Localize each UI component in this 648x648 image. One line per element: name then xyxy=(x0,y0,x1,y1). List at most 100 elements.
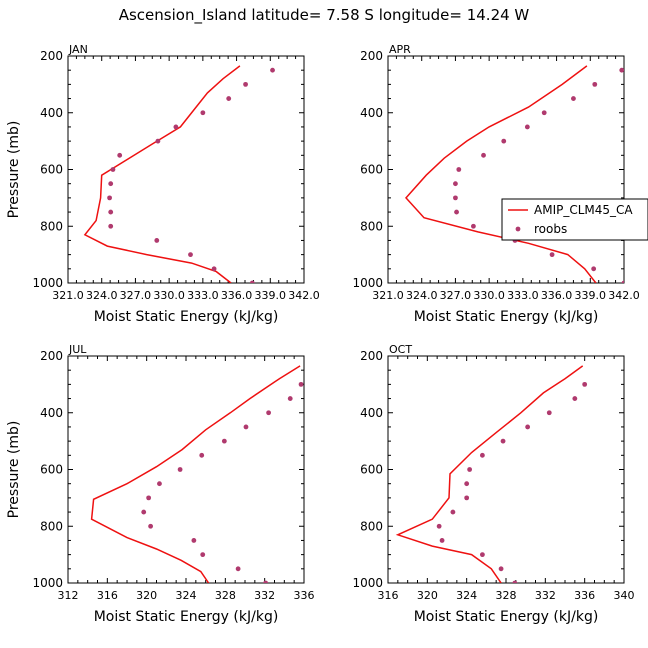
panel-label: APR xyxy=(389,43,411,56)
y-tick-label: 200 xyxy=(40,349,63,363)
obs-point xyxy=(582,381,588,387)
obs-point xyxy=(480,452,485,458)
model-profile-line xyxy=(395,365,584,583)
plot-data xyxy=(395,365,588,583)
x-tick-label: 339.0 xyxy=(575,289,607,302)
obs-point xyxy=(572,396,578,401)
legend-model-label: AMIP_CLM45_CA xyxy=(534,203,633,217)
obs-point xyxy=(108,209,114,215)
obs-point xyxy=(571,96,576,101)
x-tick-label: 327.0 xyxy=(120,289,152,302)
obs-point xyxy=(498,566,504,572)
x-tick-label: 336.0 xyxy=(541,289,573,302)
legend-box xyxy=(501,198,648,241)
obs-point xyxy=(157,481,162,487)
plot-frame xyxy=(387,355,625,584)
x-tick-label: 333.0 xyxy=(187,289,219,302)
obs-point xyxy=(173,124,179,130)
x-axis-title: Moist Static Energy (kJ/kg) xyxy=(414,609,599,625)
y-tick-label: 800 xyxy=(40,519,63,533)
model-profile-line xyxy=(404,65,597,283)
obs-point xyxy=(501,138,507,144)
obs-point xyxy=(263,580,269,583)
obs-point xyxy=(453,181,458,187)
panel-label: OCT xyxy=(389,343,412,356)
x-tick-label: 324 xyxy=(456,589,477,602)
x-tick-label: 324.0 xyxy=(406,289,438,302)
x-tick-label: 320 xyxy=(136,589,157,602)
obs-point xyxy=(467,467,473,472)
legend-marker-swatch xyxy=(515,226,521,232)
x-tick-label: 324 xyxy=(176,589,197,602)
plot-frame xyxy=(67,55,305,284)
x-tick-label: 328 xyxy=(496,589,517,602)
obs-point xyxy=(108,181,114,187)
x-tick-label: 333.0 xyxy=(507,289,539,302)
y-tick-label: 600 xyxy=(360,463,383,477)
x-tick-label: 324.0 xyxy=(86,289,118,302)
obs-point xyxy=(199,452,205,458)
x-tick-label: 330.0 xyxy=(153,289,185,302)
model-profile-line xyxy=(90,365,301,583)
y-tick-label: 1000 xyxy=(352,576,383,590)
y-tick-label: 400 xyxy=(360,406,383,420)
panel-label: JUL xyxy=(68,343,87,356)
x-tick-label: 330.0 xyxy=(473,289,505,302)
obs-point xyxy=(480,552,485,558)
obs-point xyxy=(148,523,154,529)
obs-point xyxy=(453,195,458,201)
x-tick-label: 342.0 xyxy=(608,289,640,302)
plot-data xyxy=(404,65,624,283)
x-axis-title: Moist Static Energy (kJ/kg) xyxy=(94,609,279,625)
obs-point xyxy=(298,381,304,387)
obs-point xyxy=(524,124,530,130)
plot-data xyxy=(90,365,304,583)
obs-point xyxy=(146,495,152,501)
obs-point xyxy=(436,523,442,529)
y-tick-label: 600 xyxy=(40,163,63,177)
obs-point xyxy=(287,396,293,401)
obs-point xyxy=(221,438,227,444)
plot-frame xyxy=(387,55,625,284)
obs-point xyxy=(191,538,197,543)
y-tick-label: 800 xyxy=(360,219,383,233)
y-tick-label: 1000 xyxy=(32,576,63,590)
obs-point xyxy=(270,67,275,73)
y-tick-label: 400 xyxy=(40,106,63,120)
y-tick-label: 200 xyxy=(360,49,383,63)
obs-point xyxy=(110,167,116,172)
y-tick-label: 1000 xyxy=(352,276,383,290)
obs-point xyxy=(266,410,271,416)
obs-point xyxy=(200,110,206,116)
x-axis-title: Moist Static Energy (kJ/kg) xyxy=(414,309,599,325)
model-profile-line xyxy=(83,65,241,283)
x-tick-label: 336.0 xyxy=(221,289,253,302)
figure-title: Ascension_Island latitude= 7.58 S longit… xyxy=(118,6,530,24)
x-tick-label: 328 xyxy=(215,589,236,602)
obs-point xyxy=(541,110,547,116)
obs-point xyxy=(621,280,624,283)
obs-point xyxy=(464,495,470,501)
panel-label: JAN xyxy=(68,43,88,56)
y-tick-label: 600 xyxy=(40,463,63,477)
y-tick-label: 800 xyxy=(40,219,63,233)
obs-point xyxy=(592,81,598,87)
x-tick-label: 336 xyxy=(294,589,315,602)
obs-point xyxy=(439,538,445,543)
obs-point xyxy=(525,424,531,430)
obs-point xyxy=(481,152,486,158)
x-axis-title: Moist Static Energy (kJ/kg) xyxy=(94,309,279,325)
obs-point xyxy=(200,552,206,558)
x-tick-label: 320 xyxy=(417,589,438,602)
obs-point xyxy=(235,566,241,572)
obs-point xyxy=(454,209,459,215)
x-tick-label: 316 xyxy=(378,589,399,602)
obs-point xyxy=(500,438,506,444)
y-tick-label: 200 xyxy=(360,349,383,363)
